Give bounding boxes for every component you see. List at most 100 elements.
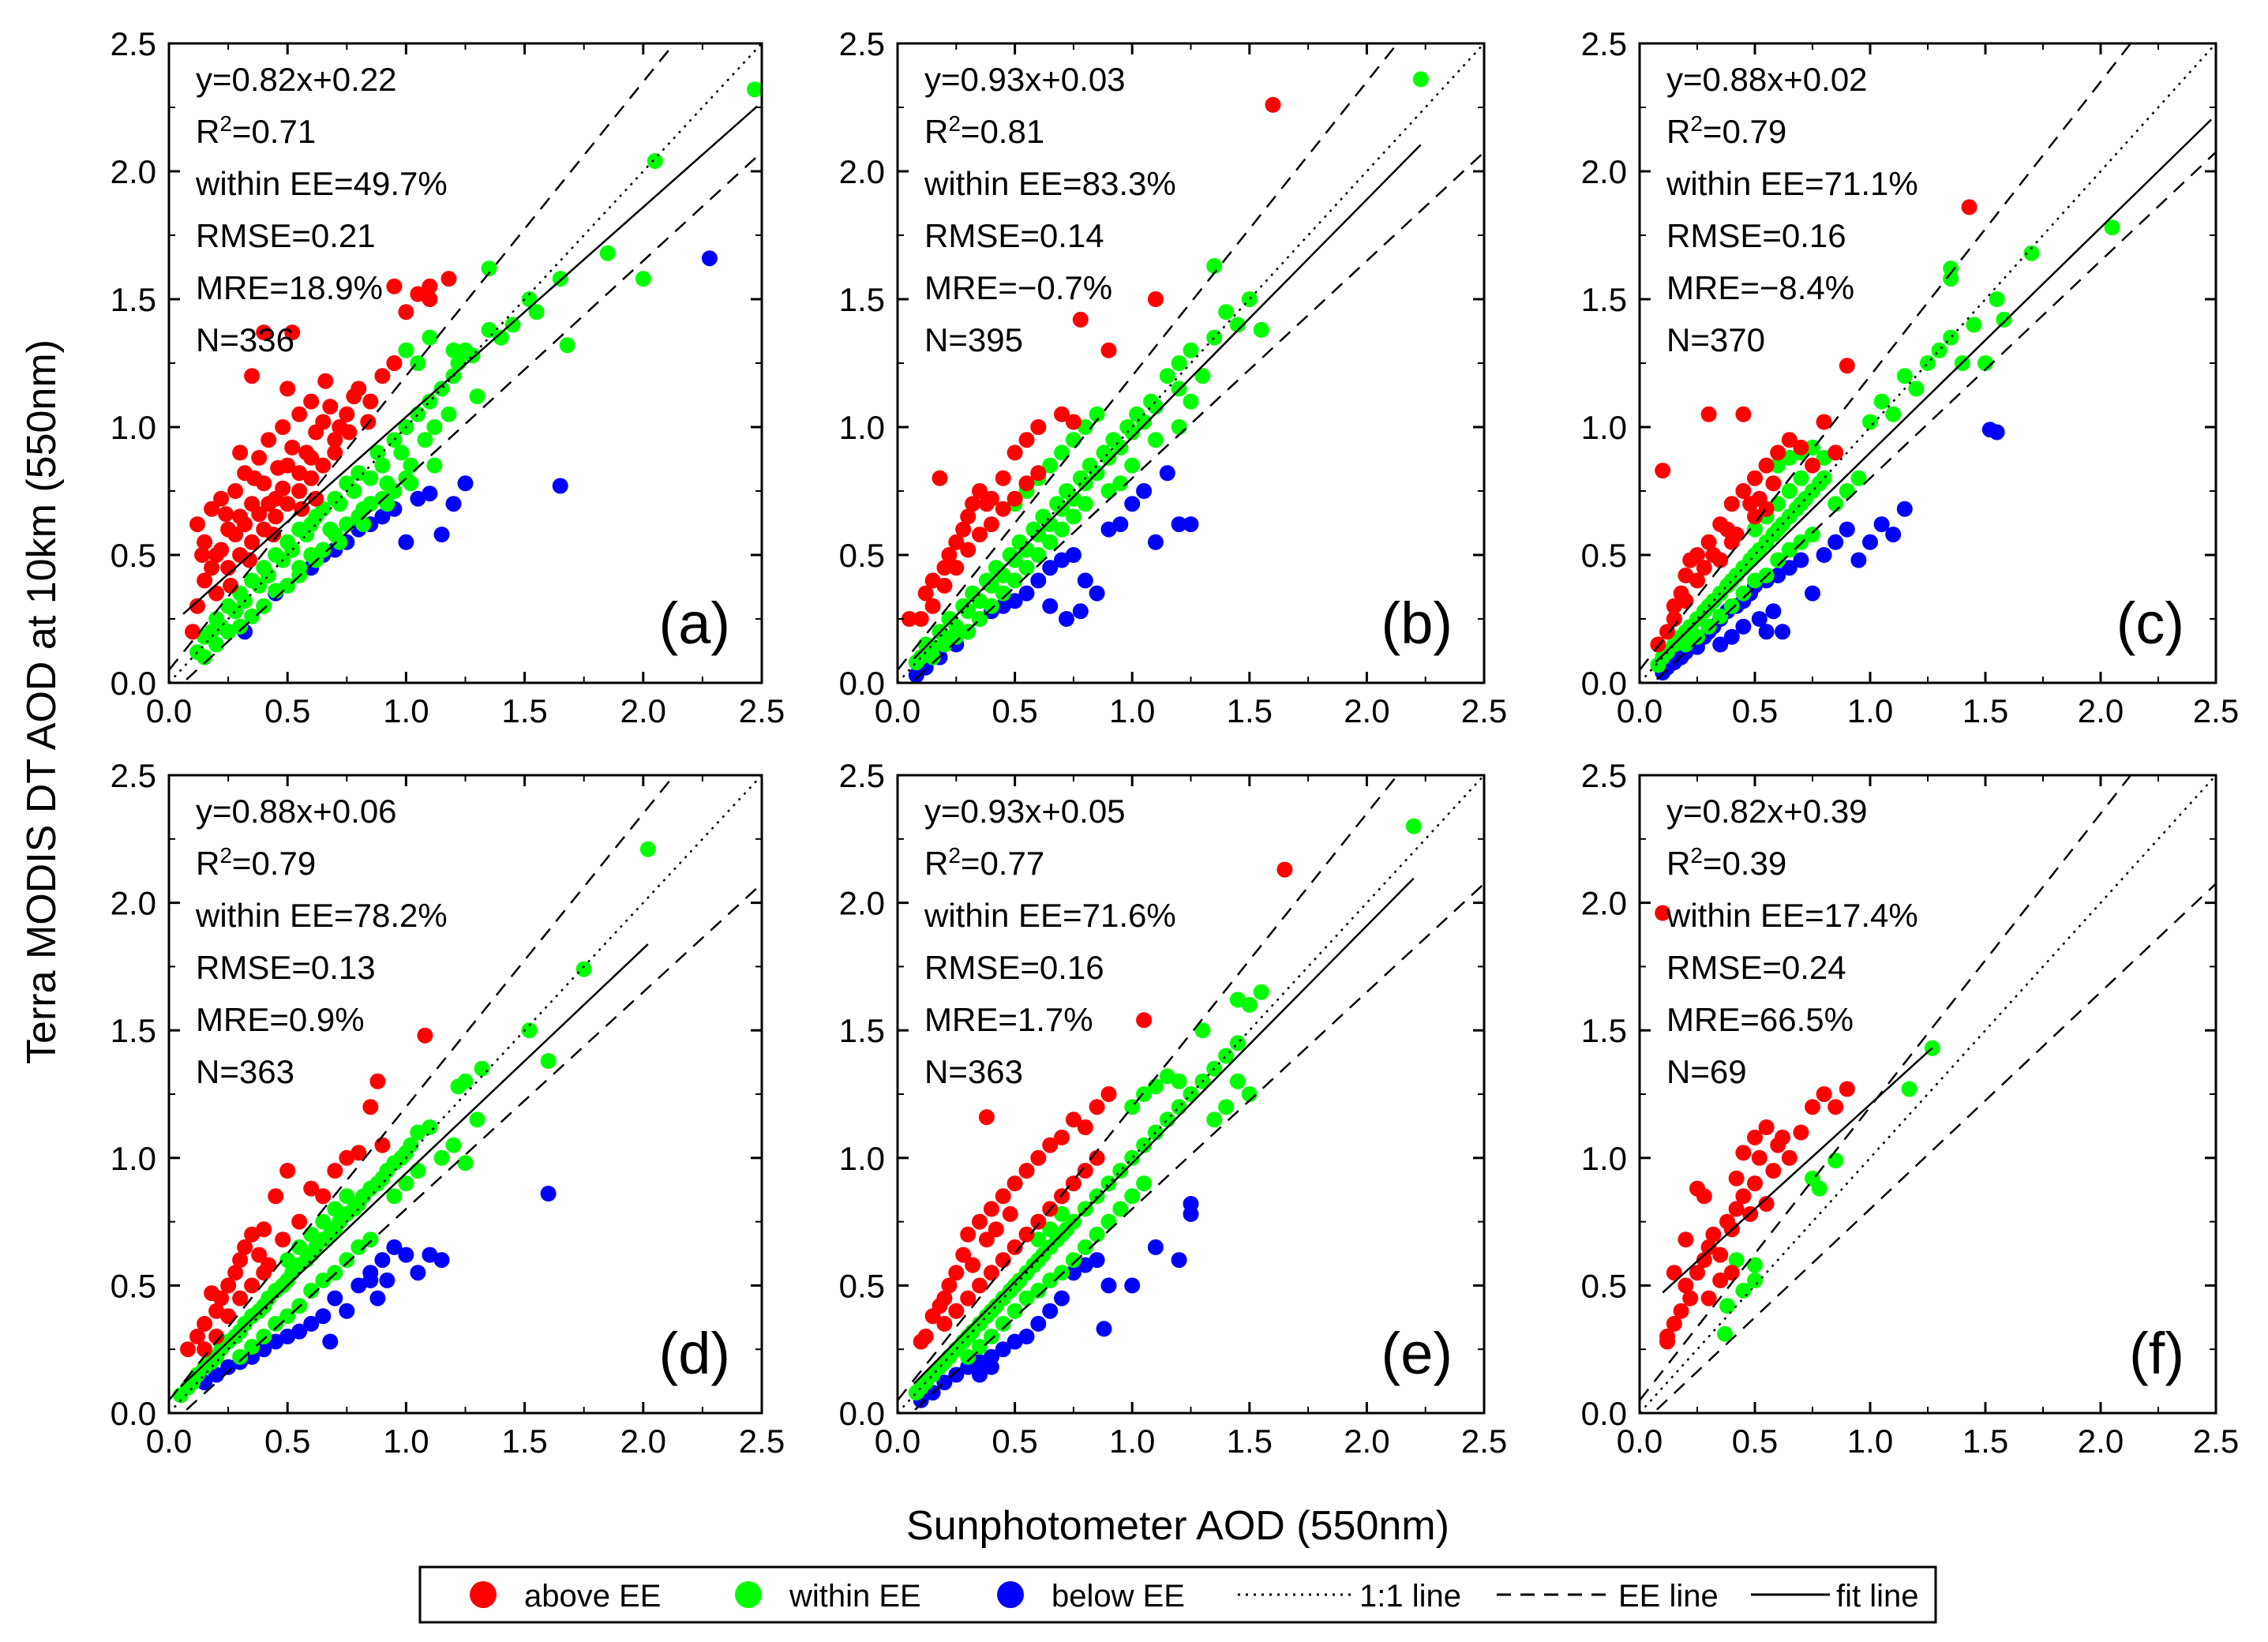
y-tick-label: 1.0 (111, 409, 156, 446)
point-above-53 (227, 527, 244, 543)
one-to-one-line (169, 775, 762, 1413)
x-tick-label: 1.5 (501, 1423, 547, 1460)
point-above-71 (218, 506, 234, 523)
point-within-35 (1770, 457, 1786, 474)
ee-lower-line (909, 883, 1484, 1413)
point-below-30 (1873, 516, 1890, 533)
point-below-10 (315, 1308, 332, 1325)
point-below-16 (1096, 1321, 1112, 1337)
point-below-32 (1896, 500, 1913, 517)
point-above-32 (1723, 1265, 1740, 1281)
stats-line-6: N=336 (196, 321, 294, 358)
point-within-49 (521, 1022, 538, 1039)
point-within-30 (369, 444, 386, 461)
stats-line-4: RMSE=0.13 (196, 949, 376, 986)
one-to-one-line (1640, 775, 2216, 1413)
point-within-78 (1124, 457, 1141, 474)
point-within-67 (1136, 1175, 1153, 1192)
point-above-8 (960, 1226, 977, 1243)
point-above-28 (1961, 199, 1977, 216)
stats-line-4: RMSE=0.16 (1666, 217, 1846, 254)
y-tick-label: 1.0 (111, 1140, 156, 1177)
point-above-24 (1100, 1086, 1117, 1102)
point-below-6 (268, 1333, 284, 1350)
point-above-31 (1700, 1290, 1717, 1306)
point-above-34 (1007, 1239, 1023, 1255)
x-tick-label: 1.0 (1109, 1423, 1155, 1460)
point-above-8 (232, 1252, 249, 1269)
point-above-23 (327, 432, 343, 448)
point-above-16 (279, 1163, 296, 1179)
point-above-68 (270, 459, 287, 476)
point-below-19 (1136, 483, 1153, 499)
x-tick-label: 0.0 (875, 1423, 920, 1460)
ee-upper-line (169, 775, 676, 1401)
point-within-45 (469, 1112, 485, 1128)
point-within-71 (1065, 508, 1082, 525)
x-tick-label: 2.0 (620, 692, 666, 729)
point-within-53 (1194, 368, 1211, 384)
point-above-23 (1089, 1099, 1105, 1115)
point-within-40 (426, 419, 443, 435)
point-within-33 (1100, 449, 1117, 466)
stats-line-2: R2=0.79 (1666, 111, 1786, 151)
point-within-81 (1112, 475, 1129, 492)
stats-line-1: y=0.93x+0.03 (924, 61, 1126, 98)
point-above-31 (244, 1277, 261, 1294)
point-above-34 (1723, 534, 1740, 550)
point-above-59 (303, 449, 320, 466)
point-within-1 (1719, 1298, 1735, 1314)
point-above-16 (1018, 432, 1035, 448)
point-above-40 (1077, 1163, 1093, 1179)
point-above-9 (1700, 534, 1717, 550)
point-above-6 (948, 1265, 965, 1281)
point-above-30 (386, 355, 403, 371)
point-above-29 (1700, 406, 1717, 422)
point-within-50 (1159, 368, 1175, 384)
legend-box (418, 1565, 1937, 1624)
point-above-3 (1673, 1303, 1689, 1319)
y-tick-label: 0.5 (839, 537, 885, 574)
point-below-14 (1077, 572, 1093, 589)
x-tick-label: 0.5 (1732, 692, 1778, 729)
point-below-23 (983, 1359, 999, 1375)
point-within-73 (410, 1163, 426, 1179)
stats-line-3: within EE=71.1% (1666, 165, 1918, 202)
point-above-14 (1735, 1188, 1752, 1205)
ee-lower-line (1651, 883, 2216, 1413)
legend-label-within: within EE (789, 1579, 921, 1614)
point-above-10 (965, 496, 981, 512)
panel-label: (e) (1381, 1321, 1453, 1386)
point-below-20 (1147, 534, 1164, 550)
point-above-25 (978, 1109, 995, 1126)
point-within-30 (1100, 1175, 1117, 1192)
point-within-30 (1747, 521, 1763, 538)
point-below-21 (1775, 624, 1790, 640)
point-above-22 (1781, 1149, 1798, 1166)
point-above-17 (1751, 1149, 1768, 1166)
x-tick-label: 1.0 (1109, 692, 1155, 729)
x-tick-label: 0.5 (1732, 1423, 1778, 1460)
ee-upper-line (1640, 775, 2132, 1401)
point-above-5 (941, 1277, 958, 1294)
point-below-18 (552, 478, 568, 494)
x-tick-label: 0.5 (264, 1423, 310, 1460)
y-tick-label: 2.0 (111, 153, 156, 190)
point-above-9 (1705, 1226, 1722, 1243)
point-within-55 (1218, 304, 1235, 321)
point-within-54 (445, 342, 462, 358)
stats-line-4: RMSE=0.21 (196, 217, 376, 254)
point-above-39 (1758, 1196, 1775, 1212)
point-within-36 (1171, 1099, 1187, 1115)
point-below-5 (256, 1341, 272, 1358)
y-tick-label: 1.0 (839, 409, 885, 446)
chart-panel-2: 0.0 0.5 1.0 1.5 2.0 2.5 0.0 0.5 1.0 1.5 2.0 2.5 y=0.… (839, 25, 1508, 729)
point-above-37 (1666, 611, 1682, 627)
legend-label-above: above EE (524, 1579, 661, 1614)
point-above-29 (983, 516, 999, 533)
point-within-53 (279, 1252, 296, 1269)
point-above-0 (180, 1341, 196, 1358)
point-below-15 (433, 527, 450, 543)
point-above-30 (1712, 1272, 1729, 1288)
point-within-0 (1717, 1325, 1733, 1342)
